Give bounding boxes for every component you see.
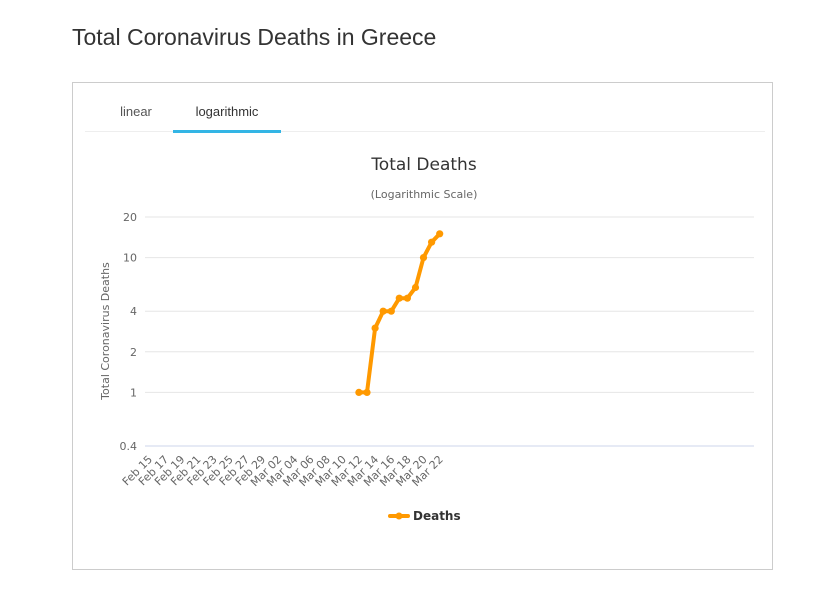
data-point[interactable] — [411, 283, 420, 292]
y-tick-label: 10 — [123, 252, 137, 265]
legend[interactable]: Deaths — [388, 509, 461, 523]
y-axis-title: Total Coronavirus Deaths — [99, 262, 112, 401]
y-gridlines — [145, 216, 754, 447]
y-tick-label: 0.4 — [120, 440, 138, 453]
scale-tabs: linear logarithmic — [85, 83, 765, 133]
chart-title: Total Deaths — [370, 155, 477, 175]
data-point[interactable] — [363, 388, 371, 396]
chart-panel: linear logarithmic — [72, 82, 773, 570]
data-point[interactable] — [355, 388, 363, 396]
legend-marker — [395, 512, 403, 520]
legend-item-deaths[interactable]: Deaths — [413, 509, 461, 523]
y-tick-label: 4 — [130, 305, 137, 318]
tab-logarithmic[interactable]: logarithmic — [173, 83, 281, 133]
data-point[interactable] — [387, 307, 395, 315]
page-title: Total Coronavirus Deaths in Greece — [72, 24, 437, 50]
tab-linear[interactable]: linear — [120, 104, 152, 119]
data-point[interactable] — [419, 254, 428, 262]
series-deaths[interactable] — [355, 230, 444, 396]
chart-subtitle: (Logarithmic Scale) — [371, 188, 478, 201]
y-tick-labels: 0.4 1 2 4 10 20 — [120, 211, 138, 453]
data-point[interactable] — [428, 238, 436, 246]
data-point[interactable] — [379, 307, 387, 315]
y-tick-label: 1 — [130, 386, 137, 399]
data-point[interactable] — [403, 294, 411, 302]
y-tick-label: 20 — [123, 211, 137, 224]
data-point[interactable] — [371, 324, 379, 332]
data-point[interactable] — [395, 294, 403, 302]
y-tick-label: 2 — [130, 346, 137, 359]
data-point[interactable] — [436, 230, 444, 238]
